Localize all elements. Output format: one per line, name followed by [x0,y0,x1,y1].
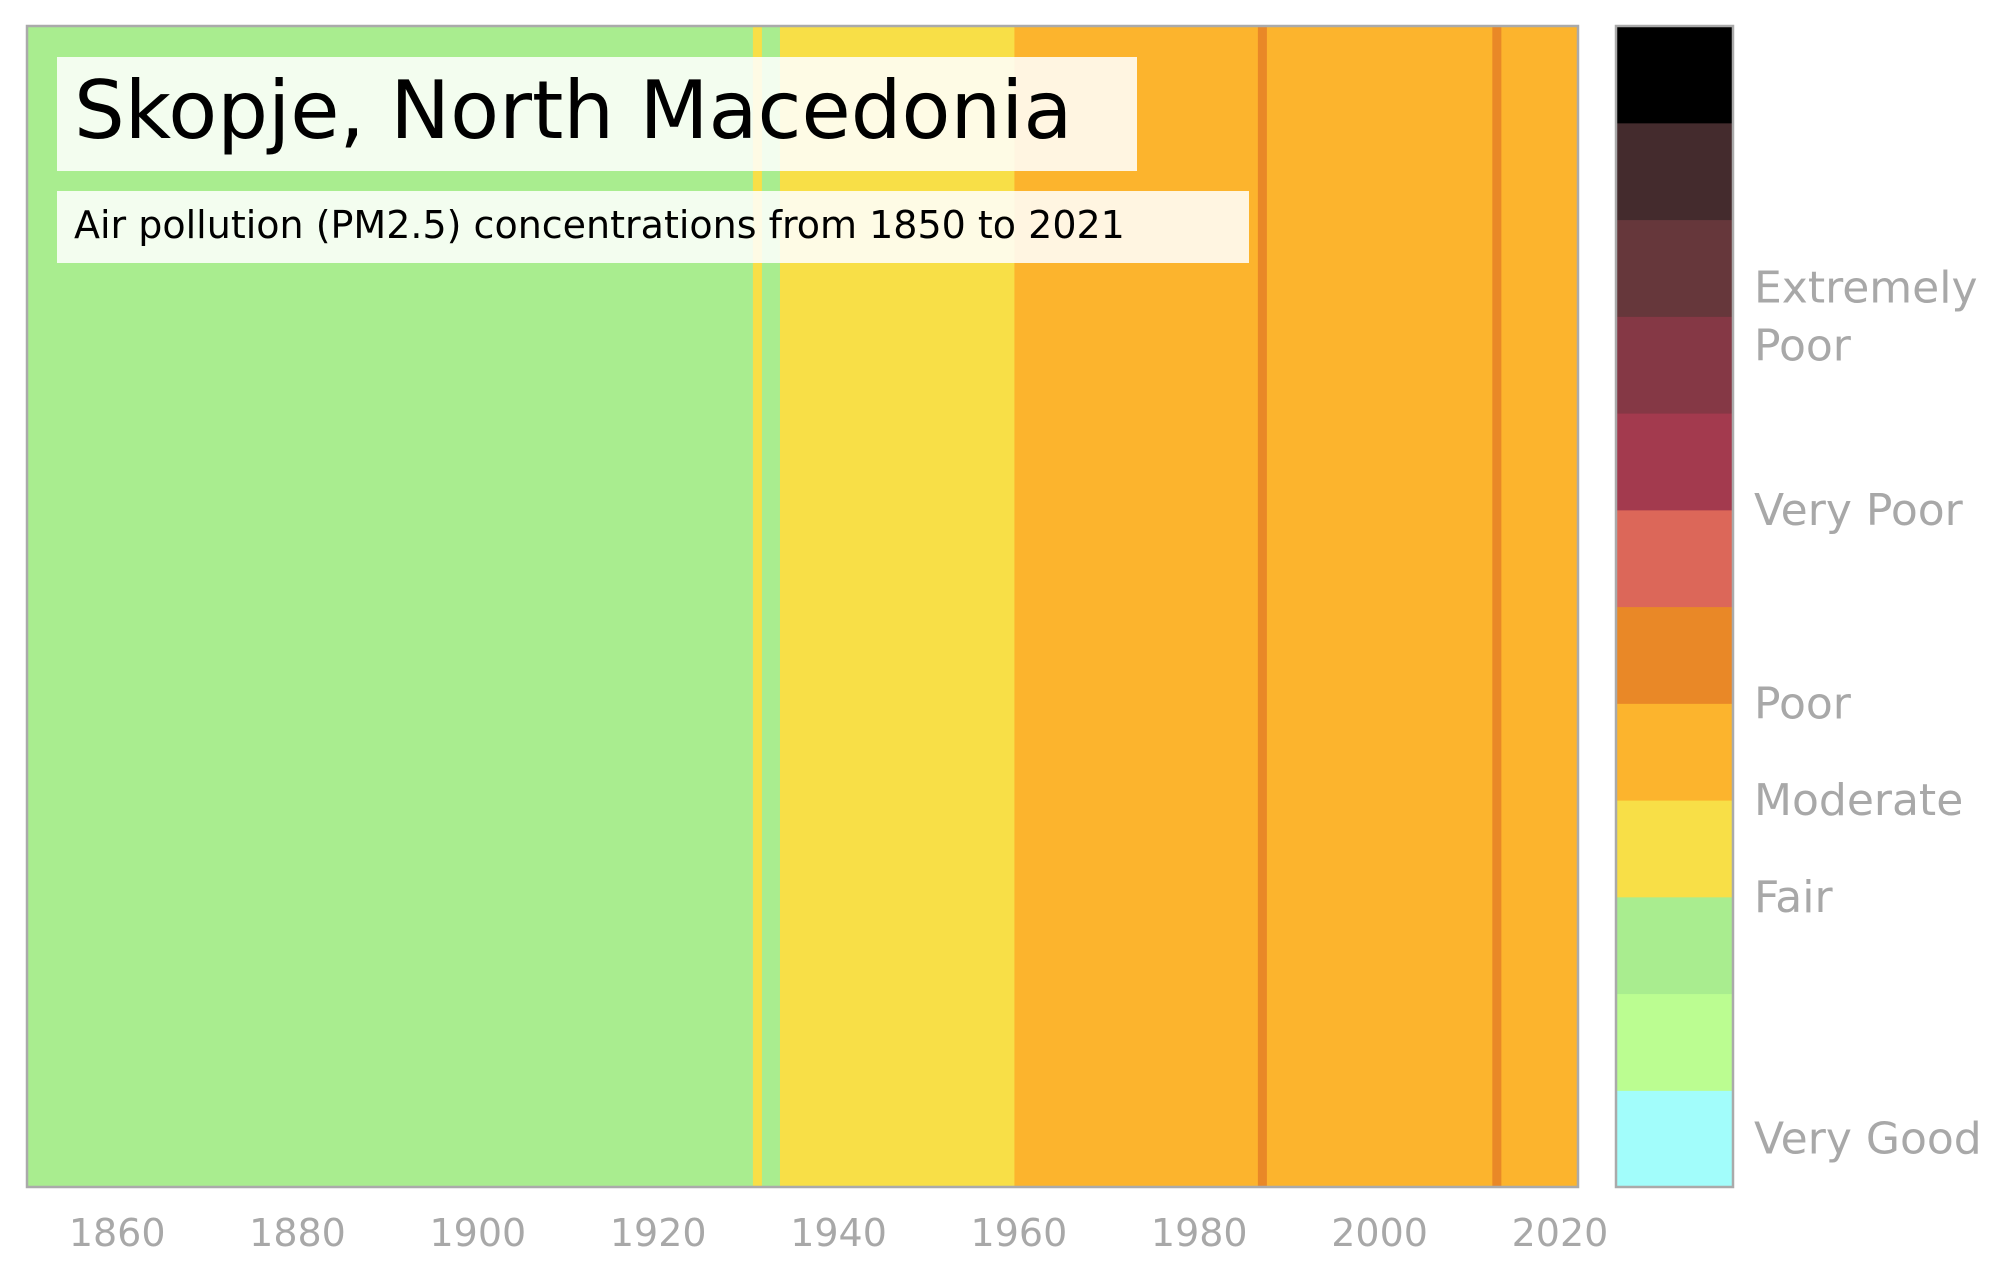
colorbar-label-4: Very Poor [1754,485,1964,536]
stripe-8 [1501,26,1579,1187]
colorbar-frame [1614,24,1735,1189]
x-tick-label-2020: 2020 [1512,1211,1609,1255]
stripe-6 [1266,26,1493,1187]
colorbar-swatch-11 [1616,26,1733,124]
colorbar-swatch-10 [1616,122,1733,221]
subtitle-box [57,191,1249,263]
stripe-1 [752,26,763,1187]
x-tick-label-1940: 1940 [790,1211,887,1255]
x-tick-label-2000: 2000 [1331,1211,1428,1255]
colorbar-swatch-0 [1616,1090,1733,1188]
stripe-5 [1257,26,1268,1187]
colorbar-swatch-5 [1616,606,1733,704]
colorbar-swatch-2 [1616,896,1733,995]
colorbar-swatch-7 [1616,413,1733,511]
colorbar-label-1: Fair [1754,872,1833,923]
stripe-7 [1492,26,1502,1187]
chart-subtitle: Air pollution (PM2.5) concentrations fro… [74,203,1125,247]
title-box [57,57,1137,171]
stripe-2 [761,26,781,1187]
colorbar-swatch-3 [1616,800,1733,898]
colorbar-label-2: Moderate [1754,775,1963,826]
x-tick-label-1900: 1900 [430,1211,527,1255]
colorbar-label-0: Very Good [1754,1114,1982,1165]
colorbar-swatch-4 [1616,703,1733,801]
colorbar-label-5: Extremely Poor [1754,262,1977,371]
x-tick-label-1960: 1960 [971,1211,1068,1255]
x-tick-label-1980: 1980 [1151,1211,1248,1255]
colorbar-legend [1616,26,1733,1188]
x-tick-label-1880: 1880 [249,1211,346,1255]
x-tick-label-1920: 1920 [610,1211,707,1255]
colorbar-label-3: Poor [1754,678,1852,729]
plot-frame [25,24,1580,1189]
colorbar-swatch-6 [1616,509,1733,608]
colorbar-swatch-9 [1616,219,1733,317]
colorbar-swatch-1 [1616,993,1733,1091]
x-tick-label-1860: 1860 [69,1211,166,1255]
colorbar-labels: Very Good Fair Moderate Poor Very Poor Extrem… [1754,262,1982,1164]
x-axis: 1860 1880 1900 1920 1940 1960 1980 2000 2020 [69,1211,1609,1255]
colorbar-swatch-8 [1616,316,1733,414]
chart-title: Skopje, North Macedonia [74,64,1072,157]
